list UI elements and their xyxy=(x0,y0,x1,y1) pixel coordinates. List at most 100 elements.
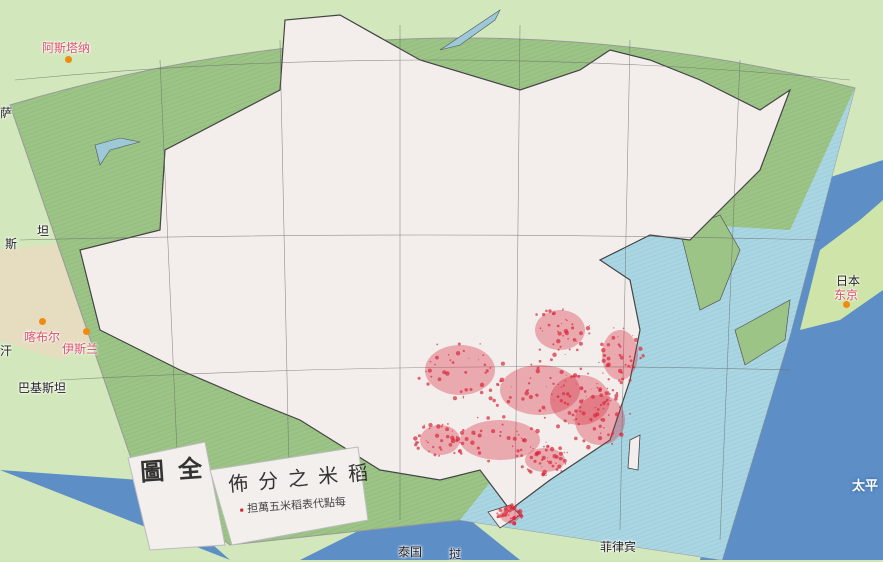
rice-dot xyxy=(611,432,615,435)
rice-dot xyxy=(563,401,567,405)
rice-dot xyxy=(452,396,457,401)
rice-dot xyxy=(557,383,559,385)
rice-dot xyxy=(529,427,533,431)
rice-dot xyxy=(483,363,487,367)
rice-dot xyxy=(585,326,591,331)
rice-dot xyxy=(511,445,514,448)
label-afghanistan-partial[interactable]: 汗 xyxy=(0,344,13,358)
label-islamabad-partial[interactable]: 伊斯兰 xyxy=(62,342,99,356)
rice-dot xyxy=(506,436,511,441)
rice-dot xyxy=(591,394,595,399)
rice-dot xyxy=(530,363,533,366)
rice-dot xyxy=(468,357,470,359)
rice-dot xyxy=(579,399,584,404)
label-thailand[interactable]: 泰国 xyxy=(398,545,423,559)
rice-dot xyxy=(551,464,555,468)
rice-dot xyxy=(541,405,546,410)
rice-dot xyxy=(598,424,602,428)
rice-dot xyxy=(529,455,534,460)
rice-dot xyxy=(485,369,489,373)
rice-dot xyxy=(510,386,512,388)
rice-dot xyxy=(459,430,465,435)
rice-dot xyxy=(614,397,618,401)
rice-dot xyxy=(433,453,437,457)
rice-dot xyxy=(562,384,565,387)
rice-dot xyxy=(500,514,504,518)
rice-dot xyxy=(565,374,567,376)
label-astana[interactable]: 阿斯塔纳 xyxy=(42,41,91,55)
rice-dot xyxy=(441,423,444,426)
rice-dot xyxy=(477,433,482,438)
rice-dot xyxy=(579,406,582,409)
rice-dot xyxy=(477,451,482,455)
rice-dot xyxy=(575,383,577,385)
rice-dot xyxy=(607,433,610,437)
rice-dot xyxy=(428,422,433,428)
rice-dot xyxy=(552,352,557,357)
rice-dot xyxy=(577,374,581,378)
rice-dot xyxy=(544,448,548,452)
rice-dot xyxy=(619,432,624,437)
rice-dot xyxy=(611,388,615,392)
rice-dot xyxy=(619,355,624,360)
rice-dot xyxy=(516,514,519,517)
rice-dot xyxy=(564,462,567,465)
rice-dot xyxy=(450,435,455,440)
rice-dot xyxy=(611,442,614,445)
rice-dot xyxy=(549,358,553,362)
rice-dot xyxy=(499,379,502,383)
rice-dot xyxy=(607,414,610,416)
rice-dot xyxy=(487,459,491,463)
rice-dot-cluster xyxy=(425,345,495,395)
label-pakistan[interactable]: 巴基斯坦 xyxy=(18,381,67,395)
rice-dot xyxy=(578,341,583,346)
rice-dot xyxy=(605,398,609,402)
rice-dot xyxy=(417,434,421,438)
label-japan[interactable]: 日本 xyxy=(836,274,861,288)
capital-dot-icon xyxy=(83,328,90,335)
rice-dot xyxy=(482,354,485,357)
rice-dot xyxy=(538,359,542,363)
label-philippines[interactable]: 菲律宾 xyxy=(600,540,637,554)
rice-dot xyxy=(499,434,502,438)
rice-dot xyxy=(615,391,619,395)
rice-dot xyxy=(564,353,566,355)
rice-dot xyxy=(527,382,531,385)
rice-dot xyxy=(436,424,441,429)
rice-dot xyxy=(455,351,461,356)
rice-dot xyxy=(462,349,465,353)
rice-dot xyxy=(600,418,603,421)
label-si-partial[interactable]: 斯 xyxy=(5,237,18,251)
rice-dot xyxy=(614,393,619,398)
rice-dot xyxy=(499,430,502,434)
rice-dot xyxy=(588,332,591,335)
rice-dot xyxy=(549,376,552,380)
rice-dot xyxy=(629,412,631,415)
rice-dot xyxy=(440,425,443,428)
rice-dot xyxy=(535,428,540,434)
rice-dot xyxy=(512,519,514,522)
rice-dot xyxy=(592,427,597,431)
rice-dot xyxy=(618,379,621,382)
rice-dot xyxy=(617,336,619,338)
label-stan-partial[interactable]: 坦 xyxy=(37,224,50,238)
rice-dot xyxy=(598,387,603,391)
label-laos-partial[interactable]: 挝 xyxy=(449,547,462,561)
label-tokyo[interactable]: 东京 xyxy=(834,288,859,302)
rice-dot xyxy=(535,313,538,316)
rice-distribution-dots xyxy=(413,308,645,526)
label-kabul[interactable]: 喀布尔 xyxy=(24,330,61,344)
label-kazakhstan-partial[interactable]: 萨 xyxy=(0,106,13,120)
rice-dot xyxy=(583,390,587,393)
rice-dot xyxy=(548,460,553,465)
rice-dot xyxy=(629,366,631,368)
rice-dot xyxy=(599,404,603,407)
label-pacific-partial[interactable]: 太平 xyxy=(852,479,879,494)
rice-dot xyxy=(426,382,430,386)
rice-dot xyxy=(511,516,516,521)
rice-dot xyxy=(608,392,611,395)
rice-dot xyxy=(457,449,463,454)
rice-dot xyxy=(533,459,537,463)
rice-dot xyxy=(535,368,540,374)
